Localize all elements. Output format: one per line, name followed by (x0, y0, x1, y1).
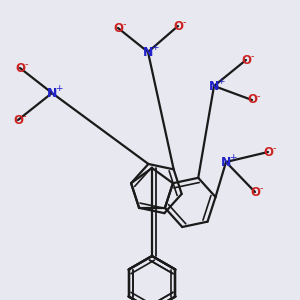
Text: +: + (217, 77, 224, 86)
Text: -: - (22, 111, 26, 121)
Text: -: - (24, 59, 28, 69)
Text: -: - (250, 51, 254, 61)
Text: O: O (247, 94, 257, 106)
Text: O: O (13, 113, 23, 127)
Text: N: N (47, 86, 57, 100)
Text: +: + (55, 84, 62, 93)
Text: N: N (143, 46, 153, 59)
Text: O: O (250, 185, 260, 199)
Text: +: + (229, 153, 236, 162)
Text: O: O (241, 53, 251, 67)
Text: -: - (272, 143, 276, 153)
Text: -: - (259, 183, 263, 193)
Text: N: N (221, 155, 231, 169)
Text: O: O (263, 146, 273, 158)
Text: O: O (113, 22, 123, 34)
Text: N: N (209, 80, 219, 92)
Text: -: - (182, 17, 186, 27)
Text: O: O (15, 61, 25, 74)
Text: -: - (256, 91, 260, 101)
Text: +: + (151, 43, 158, 52)
Text: O: O (173, 20, 183, 32)
Text: -: - (122, 19, 126, 29)
